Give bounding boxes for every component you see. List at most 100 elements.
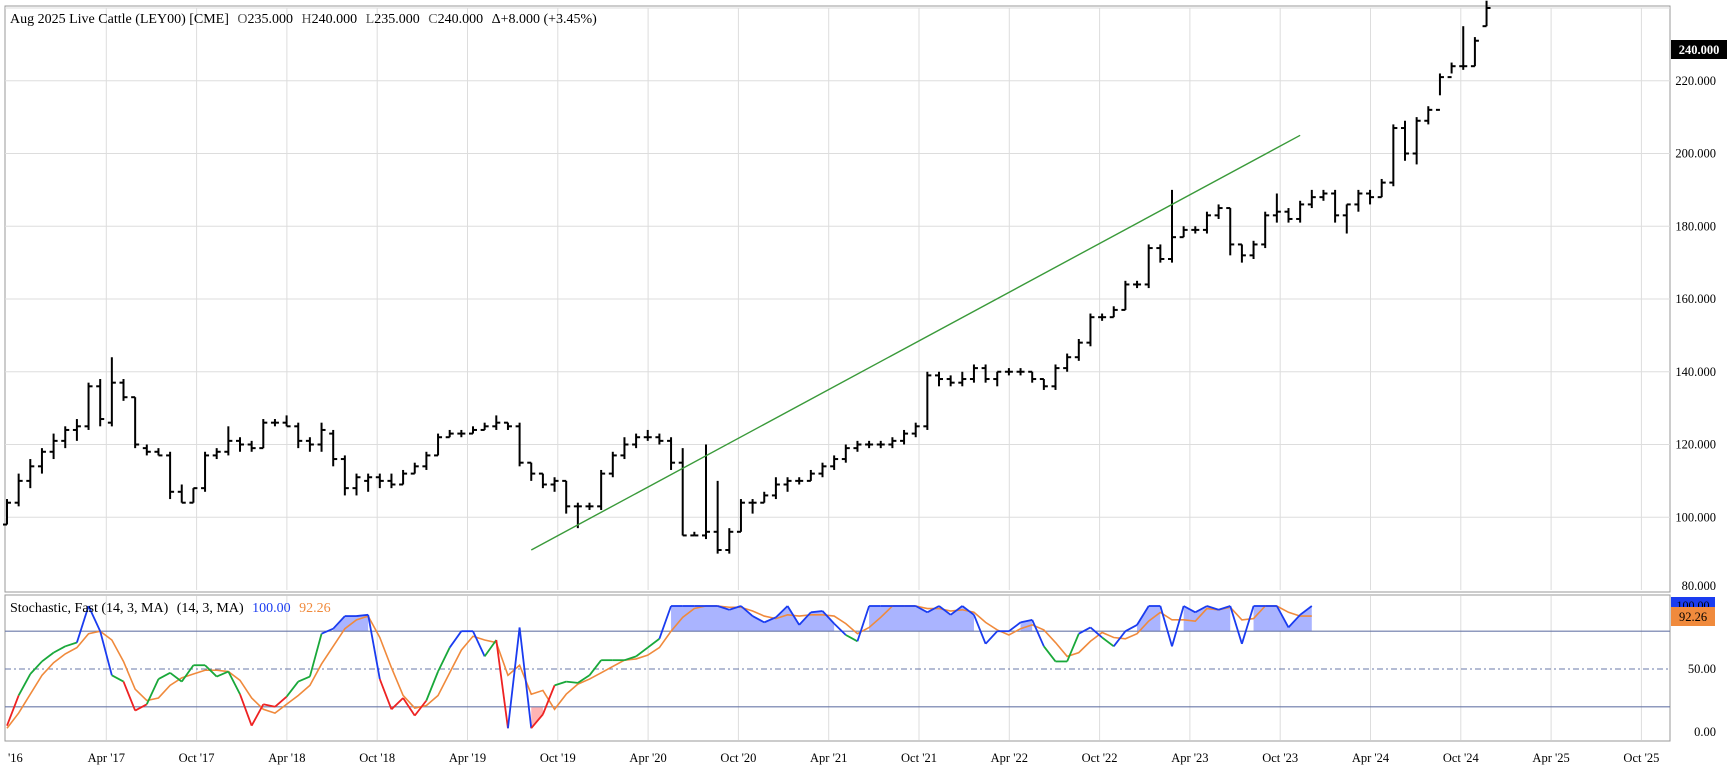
ohlc-bar [1389,124,1398,187]
ohlc-bar [1144,244,1153,289]
ohlc-bar [1342,203,1351,234]
open-value: 235.000 [248,12,294,27]
ohlc-bar [1366,189,1375,205]
ohlc-bar [492,415,501,430]
stoch-k-segment [798,611,812,626]
ohlc-bar [678,448,687,537]
ohlc-bar [305,437,314,452]
ohlc-bar [1377,178,1386,199]
stoch-header: Stochastic, Fast (14, 3, MA) (14, 3, MA)… [10,601,331,616]
ohlc-bar [14,473,23,507]
stoch-k-segment [973,614,987,645]
ohlc-bar [515,422,524,467]
stoch-k-segment [845,634,858,643]
ohlc-bar [1272,193,1281,223]
ohlc-bar [3,499,11,526]
grid-layer [5,7,1670,740]
ohlc-bar [1482,0,1491,28]
stoch-k-segment [378,678,393,710]
stoch-fill [1253,606,1312,632]
ohlc-bar [1051,364,1060,390]
stoch-line-layer [6,605,1313,729]
stoch-k-segment [17,673,32,696]
ohlc-bar [1121,280,1130,311]
stoch-k-segment [961,605,975,616]
stoch-k-segment [566,680,578,684]
stoch-k-segment [99,630,113,676]
ohlc-bar [771,477,780,500]
ohlc-bar [96,379,105,427]
ohlc-bar [690,531,699,537]
price-y-tick-label: 100.000 [1675,510,1716,524]
ohlc-bar [1202,211,1211,234]
ohlc-bar [1074,339,1083,361]
stoch-k-segment [821,610,835,625]
low-value: 235.000 [374,12,420,27]
ohlc-bar [981,364,990,383]
ohlc-bar [1296,200,1305,223]
ohlc-bar [853,440,862,452]
ohlc-bar [247,440,256,452]
stoch-k-segment [1136,605,1150,626]
ohlc-bar [37,448,46,474]
stoch-k-segment [297,675,311,683]
stoch-k-segment [507,627,521,729]
ohlc-bar [445,429,454,439]
stoch-d-badge [1671,607,1715,626]
stoch-fill [671,606,835,632]
ohlc-bar [1424,106,1433,125]
ohlc-bar [806,469,815,482]
stoch-k-segment [1229,605,1243,645]
stoch-k-segment [856,605,870,642]
price-y-tick-label: 80.000 [1682,579,1716,593]
ohlc-bar [969,364,978,383]
stoch-k-segment [309,633,323,677]
ohlc-bar [795,477,804,485]
stoch-k-segment [1206,605,1219,611]
stoch-k-segment [984,630,998,645]
stoch-fill [531,706,543,729]
stoch-k-segment [577,674,590,684]
ohlc-bar [142,444,151,456]
close-label: C [428,12,437,27]
ohlc-bar [725,528,734,554]
stoch-k-segment [518,627,533,729]
ohlc-bar [317,422,326,452]
ohlc-bar [1435,73,1444,111]
high-value: 240.000 [312,12,358,27]
stoch-k-segment [588,659,602,676]
ohlc-bar [958,371,967,387]
ohlc-bar [236,437,244,452]
last-price-badge [1671,40,1727,59]
ohlc-bar [620,437,629,460]
ohlc-bar [1447,62,1456,79]
ohlc-bar [760,491,769,504]
ohlc-bar [119,379,128,401]
stoch-k-segment [1299,605,1313,616]
trendline-layer [530,134,1301,551]
high-label: H [302,12,312,27]
ohlc-bar [1412,117,1421,165]
ohlc-bar [1004,368,1013,376]
ohlc-bar [1098,313,1107,321]
ohlc-bar [49,433,58,460]
stoch-k-segment [1276,605,1290,628]
stoch-k-segment [472,630,486,657]
low-label: L [366,12,375,27]
stoch-k-segment [158,671,171,680]
stoch-k-segment [1183,605,1196,614]
stoch-k-segment [367,614,381,680]
close-value: 240.000 [438,12,484,27]
stoch-k-segment [181,664,195,683]
stoch-k-segment [658,605,672,640]
stoch-k-segment [87,605,102,632]
price-y-tick-label: 180.000 [1675,219,1716,233]
ohlc-bar [364,473,373,492]
ohlc-bar [177,484,186,504]
stoch-k-segment [1159,605,1173,647]
stoch-k-segment [740,605,754,617]
ohlc-bar [1470,37,1479,68]
ohlc-bar [1249,240,1258,259]
ohlc-bar [1459,26,1468,70]
ohlc-bar [201,451,210,492]
